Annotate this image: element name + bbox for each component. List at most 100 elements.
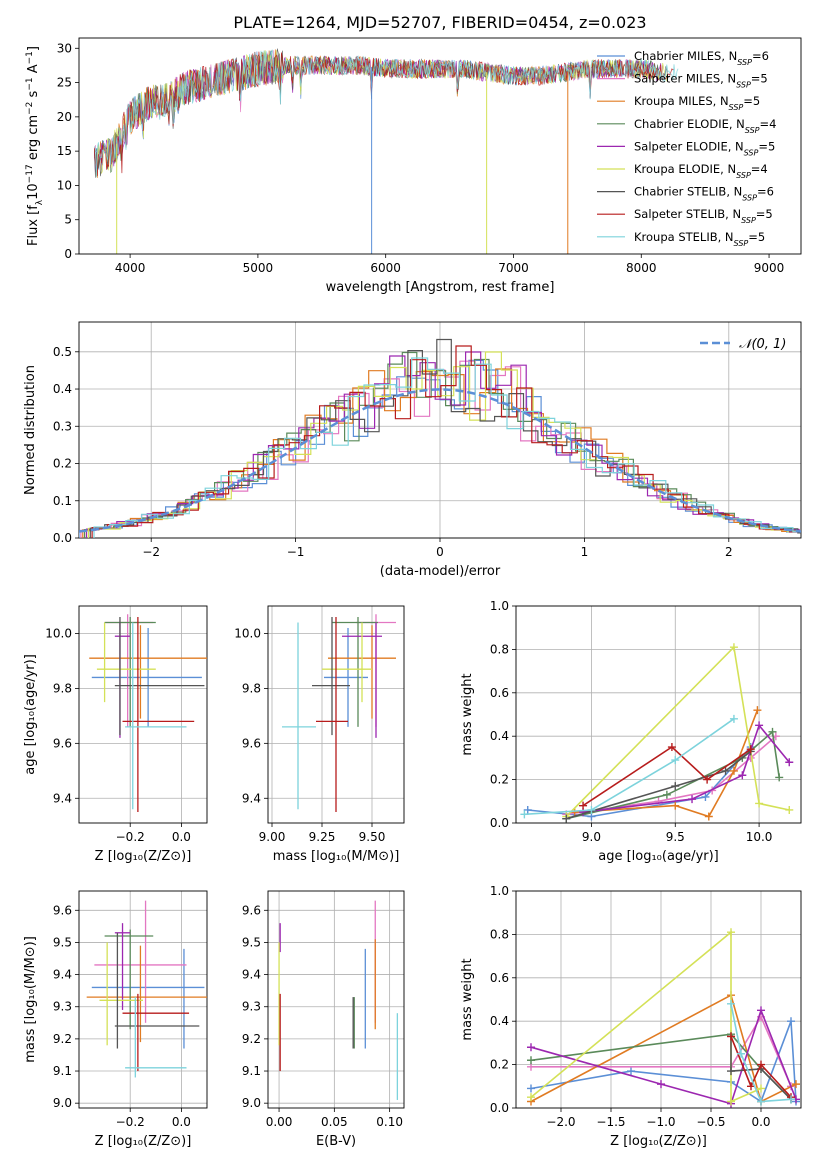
- y-axis-label-part: A: [26, 64, 41, 77]
- legend-label-text: Salpeter STELIB, N: [634, 207, 741, 221]
- y-axis-label-part: −1: [25, 51, 35, 64]
- weight-marker-salpeter-elodie: [738, 771, 747, 780]
- weight-line-kroupa-elodie: [530, 930, 762, 1103]
- weight-marker-salpeter-stelib: [746, 745, 755, 754]
- spectrum-chabrier-stelib: [94, 48, 670, 178]
- weight-marker-salpeter-stelib: [747, 1082, 755, 1091]
- legend-label-text: Salpeter ELODIE, N: [634, 139, 744, 153]
- y-tick-label: 9.3: [242, 1000, 261, 1014]
- weight-line-kroupa-stelib: [524, 718, 735, 816]
- y-axis-label-part: −1: [25, 77, 35, 90]
- legend-label-subscript: SSP: [742, 193, 757, 202]
- weight-marker-salpeter-elodie: [527, 1043, 535, 1052]
- y-tick-label: 5: [64, 213, 72, 227]
- weight-line-kroupa-elodie: [565, 645, 790, 818]
- y-tick-label: 9.8: [53, 681, 72, 695]
- weight-line-kroupa-miles: [530, 994, 797, 1103]
- legend-label-text: Chabrier ELODIE, N: [634, 117, 745, 131]
- weight-marker-kroupa-stelib: [737, 1049, 745, 1058]
- y-axis-label-part: λ: [35, 199, 45, 205]
- errorbar-series: [86, 900, 207, 1078]
- legend-label-suffix: =4: [751, 162, 768, 176]
- spectrum-kroupa-stelib: [94, 49, 679, 178]
- weight-marker-chabrier-stelib: [671, 782, 680, 791]
- y-tick-label: 30: [57, 41, 72, 55]
- weight-line-salpeter-miles: [531, 1015, 792, 1087]
- legend-label-suffix: =5: [743, 94, 760, 108]
- mass-vs-ebv-panel: 0.00 0.05 0.10 9.0 9.1 9.2 9.3 9.4 9.5 9.6 E(B-V): [242, 890, 405, 1149]
- y-tick-label: 15: [57, 144, 72, 158]
- x-tick-label: 9.00: [259, 830, 286, 844]
- errorbar-series: [278, 900, 399, 1100]
- axes-frame: [267, 605, 405, 824]
- y-tick-label: 9.3: [53, 1000, 72, 1014]
- y-axis-label-part: −17: [25, 164, 35, 183]
- y-tick-label: 9.8: [242, 681, 261, 695]
- x-axis-label: wavelength [Angstrom, rest frame]: [326, 280, 555, 295]
- y-tick-label: 0.4: [53, 382, 72, 396]
- age-vs-metallicity-panel: −0.2 0.0 9.4 9.6 9.8 10.0 Z [log₁₀(Z/Z⊙)] age […: [23, 605, 208, 864]
- y-tick-label: 20: [57, 110, 72, 124]
- x-tick-label: 1: [581, 545, 589, 559]
- legend-label-salpeter-elodie: Salpeter ELODIE, NSSP=5: [634, 139, 775, 157]
- x-tick-label: −1.5: [596, 1115, 625, 1129]
- weight-marker-kroupa-miles: [729, 766, 738, 775]
- legend-label-text: Chabrier STELIB, N: [634, 185, 742, 199]
- weight-marker-salpeter-stelib: [667, 743, 676, 752]
- weight-line-kroupa-stelib: [730, 1003, 792, 1103]
- y-tick-label: 9.1: [53, 1064, 72, 1078]
- weight-marker-salpeter-stelib: [727, 1032, 735, 1041]
- spectrum-kroupa-elodie: [93, 50, 668, 176]
- legend-label-text: Salpeter MILES, N: [634, 72, 736, 86]
- legend-label-suffix: =6: [752, 49, 769, 63]
- y-axis-label: mass weight: [460, 673, 475, 755]
- legend-label-kroupa-elodie: Kroupa ELODIE, NSSP=4: [634, 162, 768, 180]
- x-tick-label: 0.0: [751, 1115, 770, 1129]
- legend-label-subscript: SSP: [737, 58, 752, 67]
- weight-marker-kroupa-elodie: [527, 1093, 535, 1102]
- weight-marker-chabrier-miles: [701, 792, 710, 801]
- legend-label-salpeter-miles: Salpeter MILES, NSSP=5: [634, 72, 768, 90]
- y-tick-label: 0.0: [490, 816, 509, 830]
- legend-label-suffix: =6: [757, 185, 774, 199]
- x-tick-label: 0.0: [172, 1115, 191, 1129]
- weight-marker-kroupa-miles: [704, 812, 713, 821]
- x-tick-label: −2.0: [546, 1115, 575, 1129]
- mass-vs-metallicity-panel: −0.2 0.0 9.0 9.1 9.2 9.3 9.4 9.5 9.6 Z [log₁₀(Z/Z…: [23, 890, 208, 1149]
- y-tick-label: 9.4: [53, 791, 72, 805]
- x-axis-label: age [log₁₀(age/yr)]: [598, 849, 719, 864]
- weight-marker-kroupa-miles: [671, 801, 680, 810]
- weight-marker-kroupa-stelib: [587, 805, 596, 814]
- y-axis-label-part: ]: [26, 46, 41, 51]
- legend-label-normal: 𝒩(0, 1): [739, 337, 786, 352]
- axes-frame: [78, 321, 802, 539]
- weight-line-chabrier-miles: [530, 1020, 797, 1103]
- residuals-panel: −2 −1 0 1 2 0.0 0.1 0.2 0.3 0.4 0.5 (data-model)/er…: [23, 321, 802, 579]
- weight-marker-salpeter-elodie: [688, 795, 697, 804]
- weight-marker-kroupa-miles: [753, 706, 762, 715]
- axes-frame: [78, 890, 208, 1109]
- x-axis-label: Z [log₁₀(Z/Z⊙)]: [95, 849, 192, 864]
- weight-marker-chabrier-miles: [627, 1067, 635, 1076]
- weight-line-salpeter-stelib: [582, 745, 752, 807]
- weight-marker-kroupa-stelib: [787, 1095, 795, 1104]
- y-tick-label: 0.2: [490, 773, 509, 787]
- y-tick-label: 9.0: [242, 1096, 261, 1110]
- weight-marker-salpeter-miles: [654, 797, 663, 806]
- y-tick-label: 10.0: [234, 626, 261, 640]
- errorbar-series: [89, 614, 207, 813]
- y-tick-label: 9.4: [53, 968, 72, 982]
- legend-label-text: Chabrier MILES, N: [634, 49, 737, 63]
- y-tick-label: 0.2: [53, 457, 72, 471]
- weight-marker-chabrier-stelib: [721, 766, 730, 775]
- weight-marker-salpeter-stelib: [579, 801, 588, 810]
- weight-vs-age-panel: 9.0 9.5 10.0 0.0 0.2 0.4 0.6 0.8 1.0 age [log₁₀(a…: [460, 599, 802, 864]
- weight-line-salpeter-stelib: [730, 1036, 792, 1098]
- y-axis-label-part: Flux [f: [26, 205, 41, 246]
- weight-marker-salpeter-elodie: [757, 1006, 765, 1015]
- y-tick-label: 10.0: [45, 626, 72, 640]
- axes-frame: [515, 605, 802, 824]
- legend-label-text: Kroupa STELIB, N: [634, 230, 734, 244]
- weight-marker-chabrier-stelib: [562, 814, 571, 823]
